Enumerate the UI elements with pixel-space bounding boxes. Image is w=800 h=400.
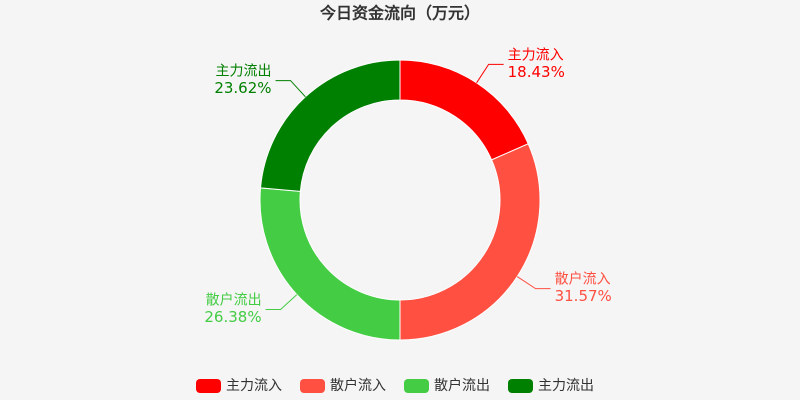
leader-line [265, 294, 298, 310]
slice-label: 散户流出 [206, 291, 262, 308]
legend-swatch [404, 379, 429, 393]
donut-slice [399, 143, 541, 341]
legend-swatch [508, 379, 533, 393]
leader-line [516, 276, 551, 290]
legend-label: 主力流入 [226, 378, 282, 394]
slice-value-label: 18.43% [508, 63, 565, 81]
chart-title: 今日资金流向（万元） [319, 4, 480, 23]
leader-line [275, 80, 306, 98]
slice-value-label: 31.57% [555, 287, 612, 305]
donut-slice [259, 59, 401, 192]
slice-label: 主力流入 [508, 47, 564, 63]
legend-label: 散户流出 [434, 377, 490, 394]
slice-value-label: 26.38% [204, 308, 261, 326]
slice-label: 主力流出 [216, 64, 272, 80]
legend-label: 散户流入 [330, 377, 386, 394]
legend-label: 主力流出 [538, 378, 594, 394]
slice-label: 散户流入 [555, 271, 611, 288]
legend-swatch [300, 379, 325, 393]
legend-swatch [196, 379, 221, 393]
slice-value-label: 23.62% [214, 79, 271, 97]
leader-line [476, 63, 504, 84]
